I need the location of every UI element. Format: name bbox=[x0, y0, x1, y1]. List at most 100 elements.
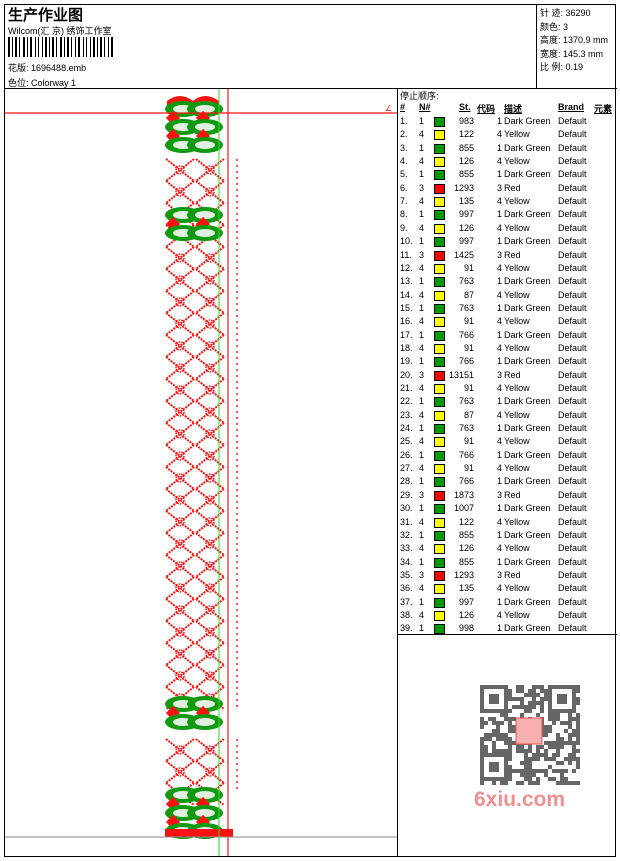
brand: Default bbox=[558, 342, 587, 353]
needle-number: 1 bbox=[419, 329, 425, 340]
brand: Default bbox=[558, 116, 587, 126]
stitch-count: 1293 bbox=[453, 569, 474, 580]
stop-index: 10. bbox=[400, 236, 413, 247]
stop-row: 3. 1 855 1 Dark Green Default bbox=[399, 143, 616, 156]
color-swatch bbox=[434, 317, 445, 328]
info-item: 宽度: 145.3 mm bbox=[540, 47, 603, 60]
color-code: 4 bbox=[496, 316, 502, 327]
color-swatch bbox=[434, 290, 445, 301]
design-info: 针 迹: 36290 颜色: 3 高度: 1370.9 mm 宽度: 145.3 mm… bbox=[536, 4, 618, 88]
color-description: Yellow bbox=[504, 583, 530, 594]
color-code: 3 bbox=[496, 182, 502, 193]
color-description: Yellow bbox=[504, 383, 530, 393]
stop-row: 20. 3 13151 3 Red Default bbox=[399, 370, 616, 383]
stitch-count: 997 bbox=[458, 236, 474, 247]
needle-number: 1 bbox=[419, 116, 425, 126]
brand: Default bbox=[558, 249, 587, 260]
stop-row: 25. 4 91 4 Yellow Default bbox=[399, 436, 616, 449]
brand: Default bbox=[558, 449, 587, 460]
color-description: Dark Green bbox=[504, 596, 551, 607]
stop-row: 28. 1 766 1 Dark Green Default bbox=[399, 476, 616, 489]
stitch-count: 1873 bbox=[453, 489, 474, 500]
stop-row: 1. 1 983 1 Dark Green Default bbox=[399, 116, 616, 129]
stop-index: 20. bbox=[400, 369, 413, 380]
qr-code bbox=[480, 685, 580, 785]
brand: Default bbox=[558, 356, 587, 367]
info-label: 高度: bbox=[540, 35, 561, 45]
color-code: 3 bbox=[496, 249, 502, 260]
color-swatch bbox=[434, 117, 445, 127]
color-description: Dark Green bbox=[504, 623, 551, 634]
stitch-count: 855 bbox=[458, 142, 474, 153]
color-code: 4 bbox=[496, 129, 502, 140]
color-swatch bbox=[434, 450, 445, 461]
color-description: Dark Green bbox=[504, 356, 551, 367]
col-header-needle: N# bbox=[419, 102, 431, 112]
stitch-count: 91 bbox=[463, 316, 474, 327]
color-description: Dark Green bbox=[504, 396, 551, 407]
stop-row: 12. 4 91 4 Yellow Default bbox=[399, 263, 616, 276]
color-code: 3 bbox=[496, 489, 502, 500]
colorway: 色位: Colorway 1 bbox=[8, 76, 76, 89]
needle-number: 3 bbox=[419, 249, 425, 260]
stop-row: 13. 1 763 1 Dark Green Default bbox=[399, 276, 616, 289]
color-code: 4 bbox=[496, 342, 502, 353]
stop-index: 31. bbox=[400, 516, 413, 527]
stop-index: 3. bbox=[400, 142, 408, 153]
design-file: 花版: 1696488.emb bbox=[8, 61, 86, 74]
table-divider bbox=[397, 634, 617, 635]
stop-row: 18. 4 91 4 Yellow Default bbox=[399, 343, 616, 356]
color-swatch bbox=[434, 303, 445, 314]
stitch-count: 997 bbox=[458, 209, 474, 220]
color-swatch bbox=[434, 237, 445, 248]
color-description: Yellow bbox=[504, 342, 530, 353]
color-description: Red bbox=[504, 249, 521, 260]
stop-index: 16. bbox=[400, 316, 413, 327]
stop-sequence-title: 停止顺序: bbox=[400, 91, 439, 101]
color-code: 1 bbox=[496, 329, 502, 340]
color-code: 4 bbox=[496, 383, 502, 393]
color-description: Yellow bbox=[504, 463, 530, 474]
color-swatch bbox=[434, 250, 445, 261]
info-value: 1370.9 mm bbox=[563, 35, 609, 45]
stop-index: 34. bbox=[400, 556, 413, 567]
color-description: Dark Green bbox=[504, 329, 551, 340]
stitch-count: 126 bbox=[458, 543, 474, 554]
stop-row: 17. 1 766 1 Dark Green Default bbox=[399, 330, 616, 343]
info-label: 针 迹: bbox=[540, 8, 564, 18]
stitch-count: 126 bbox=[458, 222, 474, 233]
color-description: Dark Green bbox=[504, 556, 551, 567]
stop-row: 23. 4 87 4 Yellow Default bbox=[399, 410, 616, 423]
needle-number: 3 bbox=[419, 489, 425, 500]
needle-number: 1 bbox=[419, 276, 425, 287]
stitch-count: 1425 bbox=[453, 249, 474, 260]
needle-number: 1 bbox=[419, 476, 425, 487]
needle-number: 4 bbox=[419, 342, 425, 353]
brand: Default bbox=[558, 142, 587, 153]
stop-index: 39. bbox=[400, 623, 413, 634]
color-description: Yellow bbox=[504, 543, 530, 554]
stop-index: 32. bbox=[400, 529, 413, 540]
embroidery-design-preview: ∠ bbox=[5, 89, 397, 856]
col-header-code: 代码 bbox=[477, 104, 496, 114]
brand: Default bbox=[558, 569, 587, 580]
color-description: Yellow bbox=[504, 436, 530, 447]
stitch-count: 766 bbox=[458, 476, 474, 487]
stop-row: 19. 1 766 1 Dark Green Default bbox=[399, 356, 616, 369]
color-code: 1 bbox=[496, 503, 502, 514]
stop-index: 26. bbox=[400, 449, 413, 460]
color-description: Dark Green bbox=[504, 503, 551, 514]
info-value: 0.19 bbox=[565, 62, 584, 72]
color-swatch bbox=[434, 584, 445, 595]
column-divider bbox=[397, 88, 398, 857]
stop-row: 11. 3 1425 3 Red Default bbox=[399, 250, 616, 263]
stitch-count: 91 bbox=[463, 342, 474, 353]
stitch-count: 91 bbox=[463, 463, 474, 474]
color-code: 1 bbox=[496, 356, 502, 367]
brand: Default bbox=[558, 423, 587, 434]
stop-row: 35. 3 1293 3 Red Default bbox=[399, 570, 616, 583]
stitch-count: 126 bbox=[458, 609, 474, 620]
stop-index: 25. bbox=[400, 436, 413, 447]
brand: Default bbox=[558, 409, 587, 420]
color-code: 1 bbox=[496, 142, 502, 153]
